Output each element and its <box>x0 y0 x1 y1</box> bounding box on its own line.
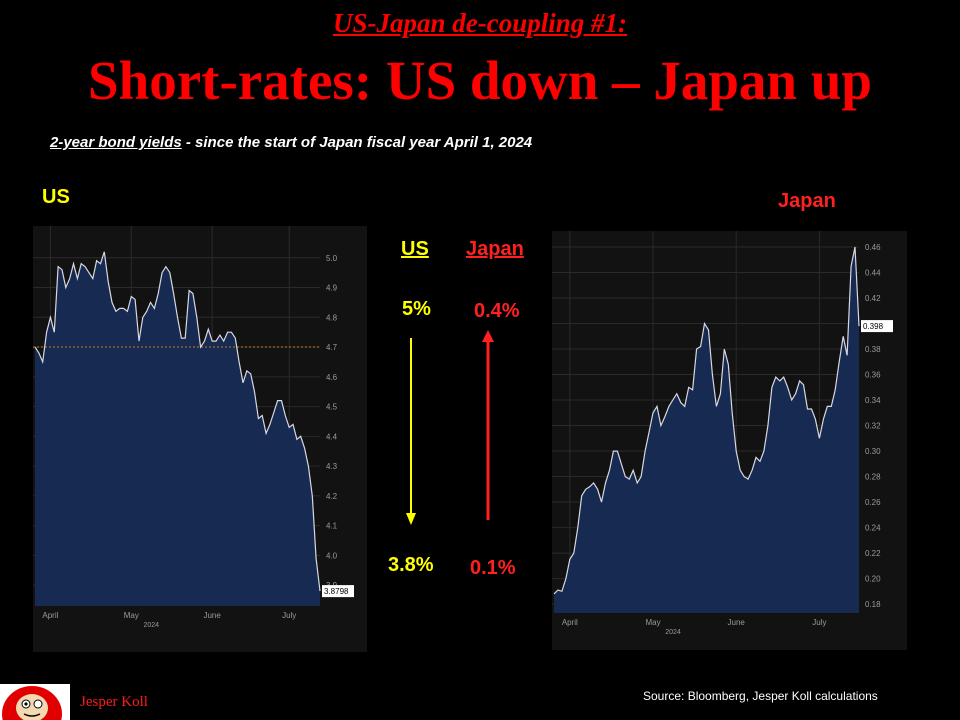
us-yield-chart: 5.04.94.84.74.64.54.44.34.24.14.03.93.87… <box>33 226 367 652</box>
y-tick-label: 4.5 <box>326 403 338 412</box>
x-axis-band <box>33 606 367 652</box>
y-tick-label: 5.0 <box>326 254 338 263</box>
last-value-label: 0.398 <box>863 322 884 331</box>
y-tick-label: 4.1 <box>326 522 338 531</box>
mid-us-heading: US <box>401 238 429 260</box>
last-value-label: 3.8798 <box>324 587 349 596</box>
y-tick-label: 0.38 <box>865 345 881 354</box>
y-tick-label: 4.8 <box>326 313 338 322</box>
y-tick-label: 0.44 <box>865 269 881 278</box>
x-tick-label: June <box>203 611 221 620</box>
japan-yield-chart: 0.460.440.420.400.380.360.340.320.300.28… <box>552 231 907 650</box>
us-down-arrow <box>406 338 416 525</box>
y-tick-label: 0.26 <box>865 498 881 507</box>
y-tick-label: 4.7 <box>326 343 338 352</box>
source-note: Source: Bloomberg, Jesper Koll calculati… <box>643 689 878 703</box>
y-tick-label: 0.36 <box>865 371 881 380</box>
y-tick-label: 4.9 <box>326 284 338 293</box>
x-tick-label: April <box>42 611 58 620</box>
y-tick-label: 0.32 <box>865 422 881 431</box>
mid-japan-heading: Japan <box>466 238 524 260</box>
x-tick-label: May <box>124 611 139 620</box>
author-name: Jesper Koll <box>80 694 148 710</box>
y-tick-label: 0.24 <box>865 524 881 533</box>
y-tick-label: 0.28 <box>865 473 881 482</box>
japan-up-arrow <box>482 330 494 520</box>
x-tick-label: July <box>282 611 296 620</box>
chart-subtitle: 2-year bond yields - since the start of … <box>50 134 532 151</box>
series-area <box>554 247 859 613</box>
year-label: 2024 <box>143 622 159 629</box>
x-tick-label: June <box>728 618 746 627</box>
japan-end-value: 0.1% <box>470 557 516 579</box>
series-line <box>34 251 321 592</box>
last-value-tag <box>322 585 354 598</box>
y-tick-label: 4.4 <box>326 432 338 441</box>
y-tick-label: 4.3 <box>326 462 338 471</box>
year-label: 2024 <box>665 629 681 636</box>
subtitle-underlined: 2-year bond yields <box>50 134 182 151</box>
x-tick-label: May <box>645 618 660 627</box>
y-tick-label: 0.30 <box>865 447 881 456</box>
x-tick-label: April <box>562 618 578 627</box>
y-tick-label: 4.0 <box>326 551 338 560</box>
x-axis-band <box>552 613 907 650</box>
y-tick-label: 0.22 <box>865 549 881 558</box>
y-tick-label: 0.46 <box>865 243 881 252</box>
us-start-value: 5% <box>402 298 431 320</box>
y-tick-label: 4.2 <box>326 492 338 501</box>
japan-chart-label: Japan <box>778 190 836 212</box>
y-tick-label: 0.18 <box>865 600 881 609</box>
y-tick-label: 0.20 <box>865 575 881 584</box>
us-end-value: 3.8% <box>388 554 434 576</box>
series-area <box>35 251 320 607</box>
series-line <box>553 246 860 595</box>
us-chart-label: US <box>42 186 70 208</box>
daruma-logo <box>0 684 70 720</box>
japan-start-value: 0.4% <box>474 300 520 322</box>
subtitle-rest: - since the start of Japan fiscal year A… <box>181 134 533 151</box>
page-title: Short-rates: US down – Japan up <box>88 50 872 111</box>
y-tick-label: 0.34 <box>865 396 881 405</box>
last-value-tag <box>861 320 893 333</box>
kicker-heading: US-Japan de-coupling #1: <box>332 8 627 38</box>
y-tick-label: 4.6 <box>326 373 338 382</box>
y-tick-label: 0.42 <box>865 294 881 303</box>
x-tick-label: July <box>812 618 826 627</box>
direction-arrows <box>406 330 494 525</box>
